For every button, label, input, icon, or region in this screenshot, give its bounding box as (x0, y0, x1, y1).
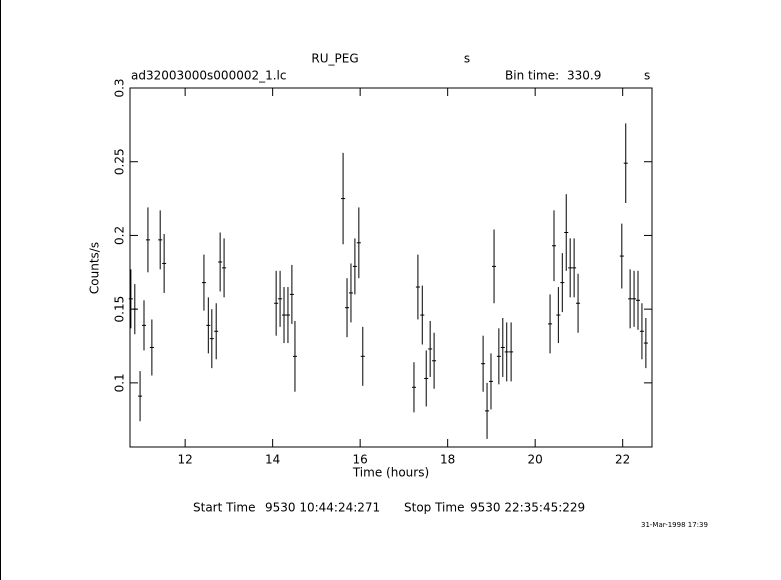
error-bar (481, 335, 486, 392)
error-bar (341, 152, 346, 245)
error-bar (138, 371, 143, 422)
y-tick-label: 0.2 (113, 226, 127, 245)
error-bar (360, 326, 365, 386)
x-tick-label: 14 (265, 453, 280, 467)
title-unit: s (464, 52, 470, 66)
error-bar (560, 253, 565, 313)
error-bar (643, 317, 648, 369)
error-bar (411, 362, 416, 413)
error-bar (285, 287, 290, 344)
error-bar (496, 328, 501, 385)
error-bar (556, 287, 561, 344)
error-bar (141, 300, 147, 351)
error-bar (415, 254, 420, 320)
x-tick-label: 18 (440, 453, 455, 467)
stop-time-label: Stop Time (404, 501, 464, 515)
error-bar (488, 353, 493, 410)
error-bar (209, 309, 214, 369)
error-bar (132, 284, 137, 335)
error-bar (206, 297, 211, 354)
x-tick-label: 12 (177, 453, 192, 467)
error-bar (356, 207, 361, 279)
error-bar (564, 194, 569, 271)
start-time-label: Start Time (193, 501, 256, 515)
error-bar (568, 238, 573, 298)
error-bar (222, 238, 227, 298)
error-bar (282, 287, 287, 344)
error-bar (619, 223, 624, 289)
error-bar (278, 270, 283, 327)
file-name: ad32003000s000002_1.lc (131, 69, 287, 83)
y-tick-label: 0.1 (113, 373, 127, 392)
error-bar (292, 320, 297, 392)
error-bar (551, 210, 556, 282)
error-bar (345, 278, 350, 338)
error-bar (214, 303, 219, 360)
y-tick-label: 0.25 (113, 148, 127, 175)
bin-time: 330.9 (567, 69, 601, 83)
error-bar (635, 270, 641, 330)
bin-time-unit: s (644, 69, 650, 83)
error-bar (420, 285, 425, 345)
error-bar (289, 264, 294, 324)
error-bar (628, 269, 633, 329)
error-bar (162, 233, 167, 293)
error-bar (201, 254, 206, 311)
error-bar (548, 294, 553, 354)
error-bar (572, 238, 577, 298)
error-bar (432, 332, 437, 389)
error-bar (158, 210, 163, 270)
error-bar (145, 207, 150, 273)
x-axis-label: Time (hours) (352, 466, 429, 480)
stop-time: 9530 22:35:45:229 (470, 501, 585, 515)
error-bar (500, 317, 505, 377)
y-tick-label: 0.3 (113, 78, 127, 97)
x-tick-label: 20 (528, 453, 543, 467)
error-bar (632, 270, 637, 327)
error-bar (639, 303, 644, 360)
error-bar (428, 320, 433, 377)
error-bar (128, 269, 133, 329)
y-axis-label: Counts/s (88, 242, 102, 294)
error-bar (348, 263, 353, 323)
error-bar (492, 229, 497, 304)
error-bar (504, 322, 509, 382)
start-time: 9530 10:44:24:271 (265, 501, 380, 515)
bin-time-label: Bin time: (505, 69, 559, 83)
plot-frame (129, 87, 653, 448)
y-tick-label: 0.15 (113, 296, 127, 323)
error-bar (623, 123, 628, 203)
chart-title: RU_PEG (311, 52, 358, 66)
error-bar (485, 382, 490, 439)
error-bar (149, 319, 154, 376)
x-tick-label: 16 (353, 453, 368, 467)
error-bar (424, 350, 429, 407)
date: 31-Mar-1998 17:39 (641, 521, 708, 529)
error-bar (218, 232, 223, 292)
x-tick-label: 22 (615, 453, 630, 467)
error-bar (274, 270, 279, 336)
error-bar (509, 322, 514, 382)
error-bar (576, 273, 581, 333)
error-bar (352, 238, 357, 295)
